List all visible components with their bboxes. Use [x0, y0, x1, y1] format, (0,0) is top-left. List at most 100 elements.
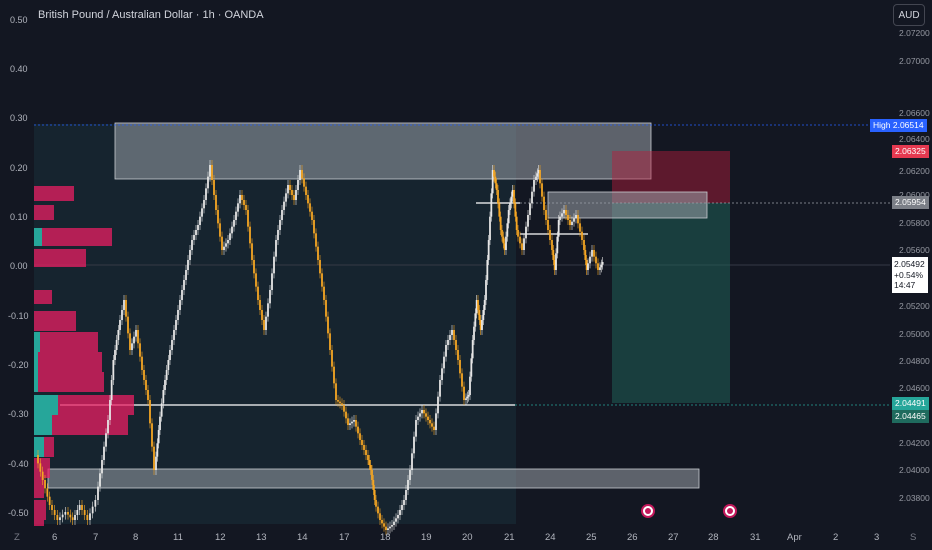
candle-body — [283, 201, 285, 210]
time-axis-label: Apr — [787, 532, 802, 543]
candle-body — [439, 380, 441, 397]
candle-body — [221, 236, 223, 250]
candle-body — [183, 280, 185, 290]
candle-body — [411, 453, 413, 470]
candle-body — [587, 263, 589, 270]
candle-body — [337, 400, 339, 402]
candle-body — [169, 350, 171, 360]
candle-body — [453, 330, 455, 340]
candle-body — [91, 506, 94, 514]
candle-body — [519, 236, 521, 244]
candle-body — [593, 250, 595, 257]
candle-body — [46, 488, 49, 497]
candle-body — [536, 173, 539, 177]
symbol-title[interactable]: British Pound / Australian Dollar · 1h ·… — [38, 9, 264, 21]
economic-event-icon[interactable] — [723, 504, 737, 518]
candle-body — [368, 460, 371, 465]
volume-profile-bar — [34, 478, 44, 498]
candle-body — [503, 243, 506, 250]
candle-body — [305, 186, 307, 195]
candle-body — [482, 310, 485, 320]
right-axis-label: 2.04000 — [899, 465, 930, 475]
candle-body — [86, 515, 89, 520]
candle-body — [243, 200, 245, 205]
time-axis-label: Z — [14, 532, 20, 543]
candle-body — [263, 320, 265, 330]
candle-body — [245, 205, 247, 210]
candlesticks — [37, 160, 604, 535]
candle-body — [99, 473, 101, 487]
candle-body — [125, 300, 127, 317]
candle-body — [483, 300, 486, 310]
candle-body — [595, 256, 597, 264]
candle-body — [600, 264, 603, 268]
candle-body — [289, 185, 291, 190]
right-axis-label: 2.04800 — [899, 356, 930, 366]
left-axis-label: -0.20 — [8, 360, 29, 370]
candle-body — [467, 395, 470, 397]
candle-body — [441, 368, 443, 380]
candle-body — [211, 165, 213, 180]
volume-profile-bar-up — [34, 437, 44, 457]
candle-body — [143, 370, 145, 380]
candle-body — [239, 195, 241, 204]
candle-body — [419, 413, 421, 417]
candle-body — [389, 526, 391, 529]
candle-body — [577, 215, 579, 224]
candle-body — [505, 236, 507, 250]
candle-body — [555, 253, 557, 270]
candle-body — [89, 513, 91, 520]
candle-body — [147, 390, 149, 400]
candle-body — [129, 333, 131, 350]
candle-body — [81, 505, 83, 510]
supply-zone-top — [114, 122, 652, 180]
candle-body — [401, 505, 403, 510]
candle-body — [417, 416, 419, 420]
current-price-box: 2.05492 +0.54% 14:47 — [892, 257, 928, 293]
candle-body — [295, 190, 297, 200]
candle-body — [133, 336, 135, 344]
candle-body — [167, 360, 170, 370]
time-axis-label: 11 — [173, 532, 183, 543]
candle-body — [51, 505, 53, 510]
time-axis-label: 8 — [133, 532, 139, 543]
candle-body — [485, 280, 487, 300]
candle-body — [301, 170, 303, 179]
candle-body — [353, 420, 355, 422]
candle-body — [76, 510, 79, 515]
candle-body — [571, 221, 573, 225]
candle-body — [361, 440, 363, 445]
candle-body — [156, 443, 159, 457]
candle-body — [585, 260, 588, 270]
candle-body — [309, 203, 311, 212]
candle-body — [507, 210, 510, 224]
time-axis-label: 24 — [545, 532, 556, 543]
candle-body — [255, 273, 257, 287]
candle-body — [531, 191, 533, 204]
right-axis-label: 2.04200 — [899, 438, 930, 448]
candle-body — [431, 423, 433, 427]
candle-body — [549, 230, 551, 240]
candle-body — [139, 343, 141, 357]
candle-body — [123, 300, 125, 310]
volume-profile — [34, 186, 134, 526]
candle-body — [535, 176, 537, 180]
economic-event-icon[interactable] — [641, 504, 655, 518]
candle-body — [275, 240, 277, 257]
time-axis-label: 20 — [462, 532, 473, 543]
candle-body — [433, 426, 435, 430]
candle-body — [110, 380, 113, 400]
volume-profile-bar — [34, 290, 52, 304]
candle-body — [391, 525, 393, 527]
volume-profile-bar — [34, 332, 98, 352]
candle-body — [363, 445, 365, 450]
currency-button[interactable]: AUD — [893, 4, 925, 26]
candle-body — [365, 450, 367, 455]
candle-body — [291, 190, 293, 195]
candle-body — [223, 246, 225, 250]
candle-body — [443, 356, 445, 369]
candle-body — [153, 446, 155, 470]
candle-body — [249, 226, 251, 244]
candle-body — [393, 521, 395, 525]
